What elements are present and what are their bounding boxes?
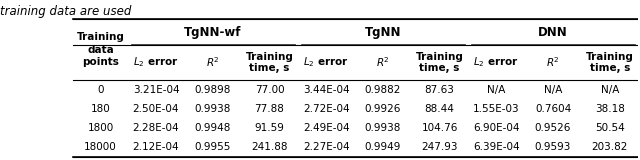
Text: 0.9948: 0.9948 (195, 123, 231, 133)
Text: TgNN: TgNN (365, 25, 401, 39)
Text: 2.27E-04: 2.27E-04 (303, 142, 349, 152)
Text: 50.54: 50.54 (595, 123, 625, 133)
Text: 241.88: 241.88 (251, 142, 287, 152)
Text: 0.9949: 0.9949 (365, 142, 401, 152)
Text: 38.18: 38.18 (595, 104, 625, 114)
Text: 0.9898: 0.9898 (195, 85, 231, 95)
Text: 0.9526: 0.9526 (535, 123, 572, 133)
Text: N/A: N/A (600, 85, 619, 95)
Text: $R^2$: $R^2$ (546, 56, 560, 69)
Text: 0.9938: 0.9938 (195, 104, 231, 114)
Text: 1800: 1800 (88, 123, 114, 133)
Text: 3.44E-04: 3.44E-04 (303, 85, 349, 95)
Text: 91.59: 91.59 (255, 123, 284, 133)
Text: $L_2$ error: $L_2$ error (133, 56, 179, 69)
Text: $R^2$: $R^2$ (376, 56, 390, 69)
Text: 0.9882: 0.9882 (365, 85, 401, 95)
Text: 0.9593: 0.9593 (535, 142, 572, 152)
Text: $L_2$ error: $L_2$ error (474, 56, 519, 69)
Text: Training
data
points: Training data points (77, 32, 124, 67)
Text: N/A: N/A (544, 85, 562, 95)
Text: 0.9926: 0.9926 (365, 104, 401, 114)
Text: $L_2$ error: $L_2$ error (303, 56, 349, 69)
Text: 180: 180 (91, 104, 110, 114)
Text: 18000: 18000 (84, 142, 117, 152)
Text: DNN: DNN (538, 25, 568, 39)
Text: 87.63: 87.63 (425, 85, 454, 95)
Text: 0.9938: 0.9938 (365, 123, 401, 133)
Text: 2.72E-04: 2.72E-04 (303, 104, 349, 114)
Text: 88.44: 88.44 (425, 104, 454, 114)
Text: Training
time, s: Training time, s (586, 52, 634, 73)
Text: N/A: N/A (487, 85, 506, 95)
Text: 0: 0 (97, 85, 104, 95)
Text: 2.49E-04: 2.49E-04 (303, 123, 349, 133)
Text: $R^2$: $R^2$ (206, 56, 220, 69)
Text: 2.50E-04: 2.50E-04 (132, 104, 179, 114)
Text: 0.9955: 0.9955 (195, 142, 231, 152)
Text: 2.12E-04: 2.12E-04 (132, 142, 179, 152)
Text: 104.76: 104.76 (421, 123, 458, 133)
Text: 247.93: 247.93 (421, 142, 458, 152)
Text: 6.39E-04: 6.39E-04 (473, 142, 520, 152)
Text: 2.28E-04: 2.28E-04 (132, 123, 179, 133)
Text: Training
time, s: Training time, s (246, 52, 293, 73)
Text: 3.21E-04: 3.21E-04 (132, 85, 179, 95)
Text: 77.88: 77.88 (255, 104, 284, 114)
Text: 0.7604: 0.7604 (535, 104, 571, 114)
Text: TgNN-wf: TgNN-wf (184, 25, 241, 39)
Text: training data are used: training data are used (0, 5, 131, 18)
Text: 1.55E-03: 1.55E-03 (473, 104, 520, 114)
Text: Training
time, s: Training time, s (415, 52, 463, 73)
Text: 6.90E-04: 6.90E-04 (473, 123, 520, 133)
Text: 203.82: 203.82 (591, 142, 628, 152)
Text: 77.00: 77.00 (255, 85, 284, 95)
